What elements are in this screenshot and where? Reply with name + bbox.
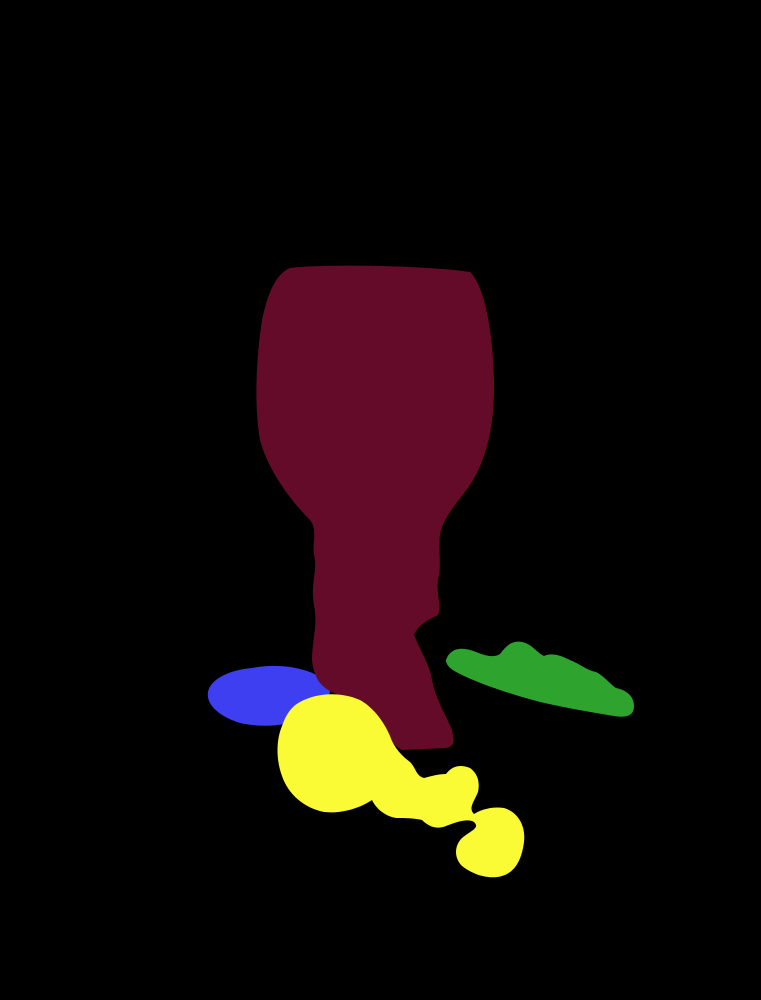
green-leaf-region xyxy=(446,641,634,717)
goblet-region xyxy=(256,265,495,750)
yellow-blob-region xyxy=(277,694,525,878)
